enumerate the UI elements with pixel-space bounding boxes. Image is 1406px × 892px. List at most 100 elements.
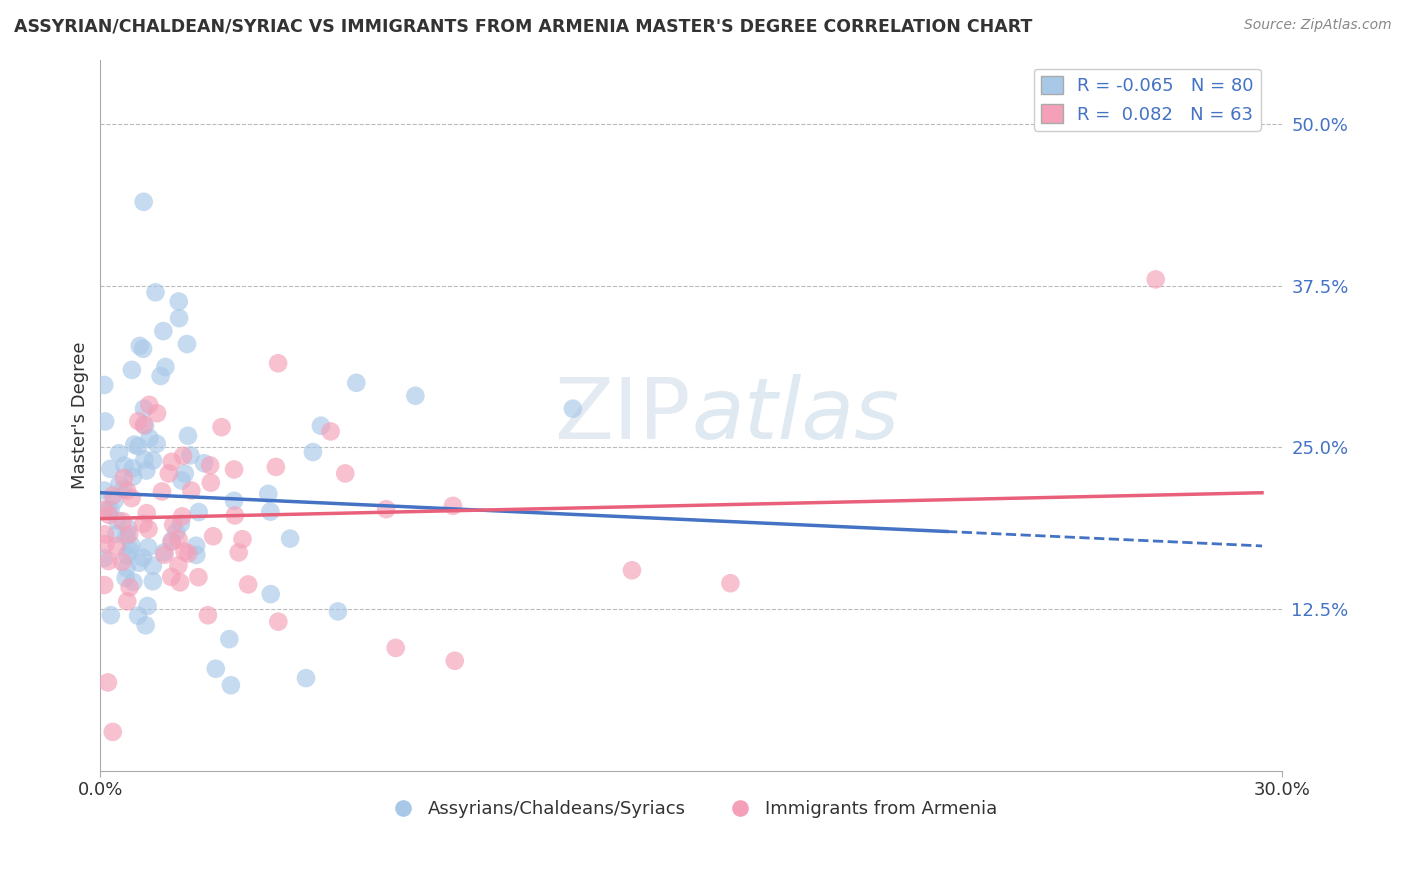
Point: [100, 608, 122, 623]
Point: [155, 359, 177, 374]
Point: [115, 561, 138, 575]
Point: [112, 471, 135, 485]
Point: [108, 446, 131, 460]
Point: [120, 543, 142, 558]
Point: [177, 429, 200, 443]
Point: [94, 537, 117, 551]
Point: [150, 484, 173, 499]
Point: [138, 522, 160, 536]
Point: [172, 509, 194, 524]
Point: [264, 459, 287, 474]
Point: [98, 462, 121, 476]
Point: [236, 577, 259, 591]
Point: [117, 594, 139, 608]
Point: [1144, 272, 1167, 286]
Point: [124, 437, 146, 451]
Point: [97, 675, 120, 690]
Point: [121, 461, 143, 475]
Point: [121, 491, 143, 505]
Point: [114, 458, 136, 473]
Point: [105, 514, 128, 528]
Point: [145, 285, 167, 300]
Point: [145, 436, 167, 450]
Point: [620, 563, 643, 577]
Point: [257, 487, 280, 501]
Point: [219, 678, 242, 692]
Point: [121, 363, 143, 377]
Point: [443, 654, 465, 668]
Point: [111, 555, 134, 569]
Point: [222, 493, 245, 508]
Point: [204, 662, 226, 676]
Point: [122, 574, 145, 589]
Point: [135, 618, 157, 632]
Point: [162, 517, 184, 532]
Point: [115, 548, 138, 562]
Point: [111, 514, 134, 528]
Point: [295, 671, 318, 685]
Point: [267, 356, 290, 370]
Point: [222, 462, 245, 476]
Text: Source: ZipAtlas.com: Source: ZipAtlas.com: [1244, 18, 1392, 32]
Point: [170, 474, 193, 488]
Point: [127, 414, 149, 428]
Point: [117, 521, 139, 535]
Point: [375, 502, 398, 516]
Point: [200, 475, 222, 490]
Point: [138, 431, 160, 445]
Point: [259, 505, 281, 519]
Point: [134, 418, 156, 433]
Point: [173, 467, 195, 481]
Point: [302, 445, 325, 459]
Point: [172, 449, 194, 463]
Point: [173, 544, 195, 558]
Point: [335, 467, 357, 481]
Point: [93, 483, 115, 498]
Point: [128, 556, 150, 570]
Point: [177, 546, 200, 560]
Point: [142, 558, 165, 573]
Point: [136, 599, 159, 613]
Point: [404, 389, 426, 403]
Point: [135, 464, 157, 478]
Point: [344, 376, 367, 390]
Point: [197, 608, 219, 623]
Point: [180, 483, 202, 498]
Point: [167, 533, 190, 547]
Text: atlas: atlas: [690, 374, 898, 457]
Point: [114, 571, 136, 585]
Point: [138, 398, 160, 412]
Point: [153, 548, 176, 562]
Point: [103, 493, 125, 508]
Point: [122, 469, 145, 483]
Point: [326, 604, 349, 618]
Point: [132, 550, 155, 565]
Point: [384, 640, 406, 655]
Point: [108, 477, 131, 491]
Point: [118, 580, 141, 594]
Point: [93, 502, 115, 516]
Point: [718, 576, 741, 591]
Point: [101, 489, 124, 503]
Point: [132, 401, 155, 416]
Point: [167, 558, 190, 573]
Point: [211, 420, 233, 434]
Point: [224, 508, 246, 523]
Point: [97, 554, 120, 568]
Point: [135, 506, 157, 520]
Point: [160, 534, 183, 549]
Point: [132, 417, 155, 432]
Point: [149, 369, 172, 384]
Point: [228, 545, 250, 559]
Point: [441, 499, 464, 513]
Point: [132, 516, 155, 531]
Point: [134, 452, 156, 467]
Point: [169, 575, 191, 590]
Point: [142, 574, 165, 589]
Point: [93, 551, 115, 566]
Point: [160, 534, 183, 549]
Point: [202, 529, 225, 543]
Point: [100, 502, 122, 516]
Point: [561, 401, 583, 416]
Point: [179, 449, 201, 463]
